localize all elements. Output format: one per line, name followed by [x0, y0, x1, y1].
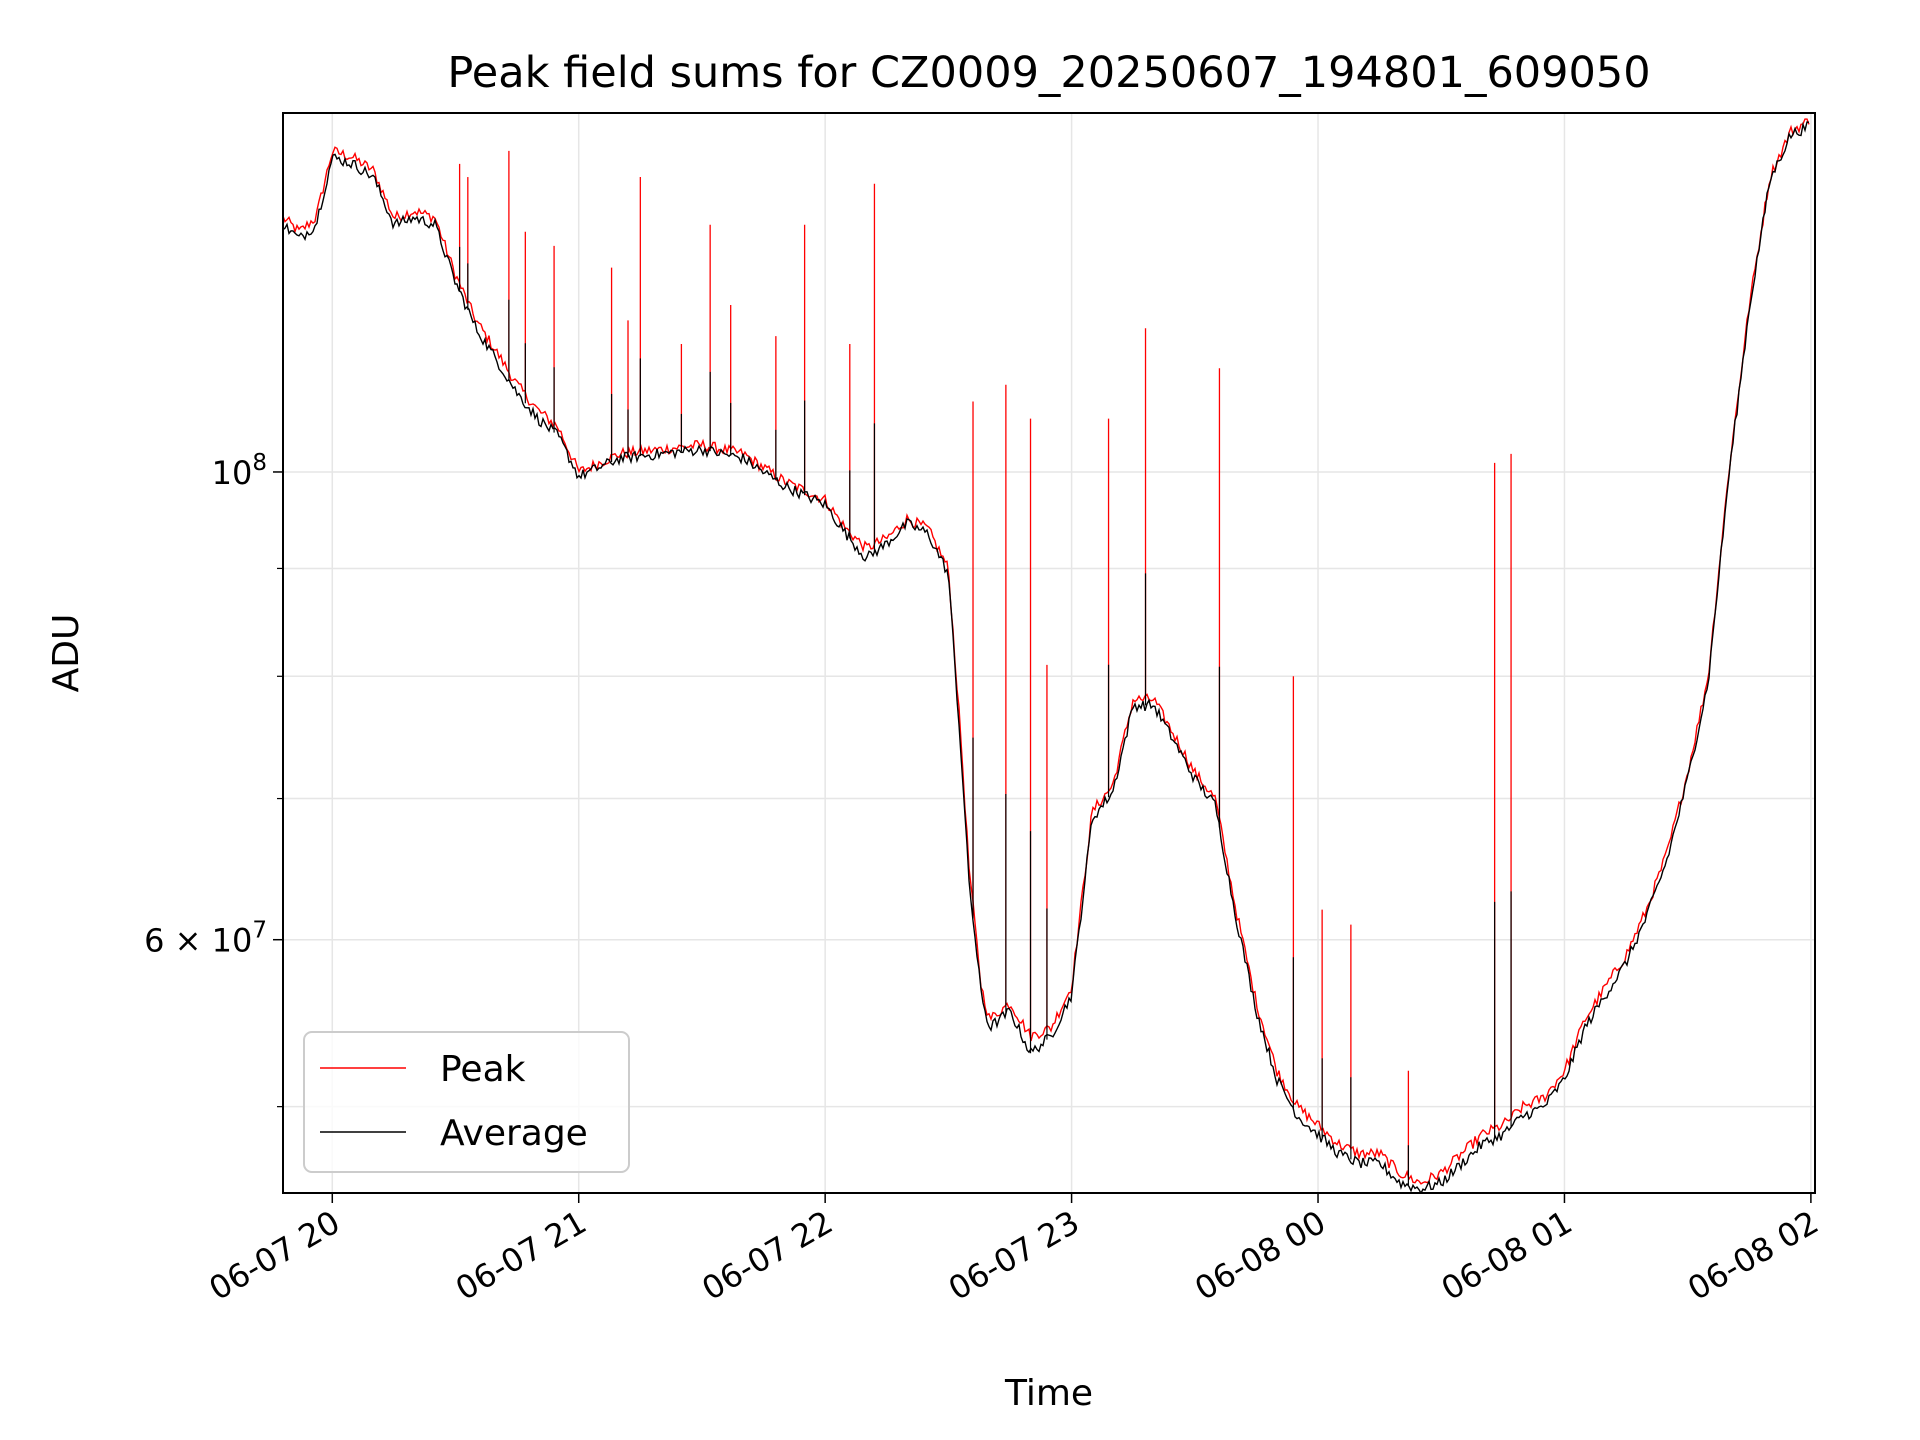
- x-axis-label: Time: [1004, 1373, 1093, 1414]
- legend-box: [303, 1031, 630, 1173]
- legend-label-peak: Peak: [440, 1049, 526, 1090]
- y-tick-label: 6 × 107: [144, 918, 267, 960]
- y-tick-label: 108: [212, 450, 267, 492]
- legend: Peak Average: [303, 1031, 630, 1173]
- chart-title: Peak field sums for CZ0009_20250607_1948…: [447, 48, 1650, 98]
- legend-label-average: Average: [440, 1113, 588, 1154]
- plot-frame: [282, 112, 1816, 1194]
- series-line-average: [283, 121, 1810, 1193]
- y-axis-ticks: 108 6 × 107: [144, 450, 283, 1108]
- plot-series: [283, 118, 1810, 1193]
- series-line-peak: [283, 118, 1810, 1185]
- y-axis-label: ADU: [46, 614, 87, 693]
